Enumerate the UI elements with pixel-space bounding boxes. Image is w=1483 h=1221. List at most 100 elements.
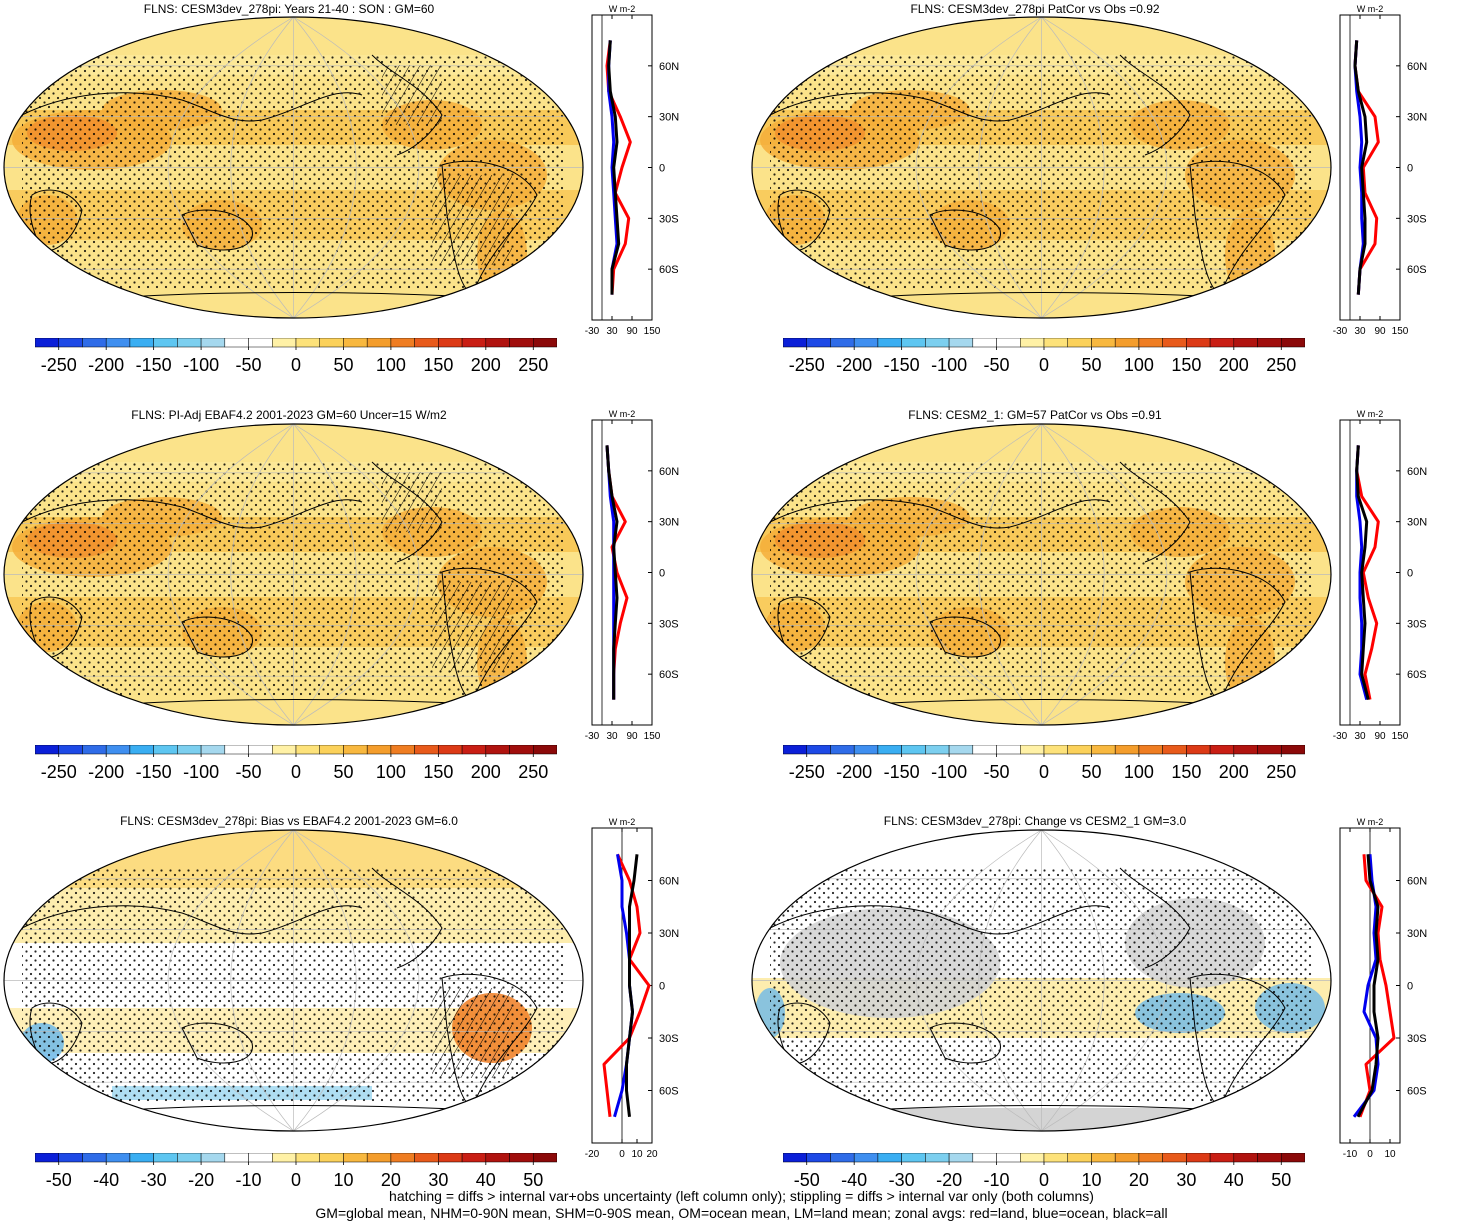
zonal-xtick-label: -30 (1333, 731, 1348, 742)
colorbar-swatch (105, 338, 131, 348)
colorbar-swatch (996, 1153, 1021, 1163)
colorbar-swatch (948, 338, 974, 348)
zonal-lat-label: 30S (659, 1033, 679, 1045)
colorbar-tick-label: 200 (1219, 355, 1249, 375)
colorbar-tick-label: 30 (1176, 1170, 1196, 1190)
colorbar-swatch (1114, 745, 1140, 755)
colorbar-tick-label: -200 (836, 762, 872, 782)
colorbar-swatch (806, 1153, 831, 1163)
colorbar-tick-label: 100 (1124, 355, 1154, 375)
colorbar-swatch (1209, 745, 1235, 755)
colorbar-swatch (390, 338, 415, 348)
zonal-mean-plot: -30 30 90 150 60N 30N 0 30S 60S W m-2 (585, 4, 679, 337)
colorbar-swatch (1281, 1153, 1305, 1163)
colorbar-swatch (948, 745, 974, 755)
colorbar: -50 -40 -30 -20 -10 0 10 20 30 40 50 (783, 1153, 1305, 1190)
colorbar-swatch (1162, 1153, 1187, 1163)
zonal-series-all (1355, 445, 1370, 700)
zonal-lat-label: 30N (659, 112, 679, 124)
colorbar-swatch (901, 1153, 926, 1163)
zonal-xtick-label: -30 (1333, 326, 1348, 337)
colorbar-tick-label: -100 (931, 762, 967, 782)
colorbar-swatch (224, 745, 249, 755)
colorbar-tick-label: 0 (1039, 762, 1049, 782)
colorbar-swatch (177, 1153, 202, 1163)
colorbar-swatch (224, 1153, 249, 1163)
colorbar: -250 -200 -150 -100 -50 0 50 100 150 200 250 (783, 338, 1305, 375)
map-outline (3, 829, 584, 1132)
colorbar-swatch (509, 338, 534, 348)
colorbar-tick-label: -150 (884, 762, 920, 782)
colorbar-swatch (1257, 745, 1282, 755)
colorbar: -50 -40 -30 -20 -10 0 10 20 30 40 50 (35, 1153, 557, 1190)
colorbar-swatch (509, 1153, 534, 1163)
colorbar-swatch (1091, 338, 1116, 348)
colorbar-swatch (996, 338, 1021, 348)
map-outline (751, 829, 1332, 1132)
colorbar-tick-label: -200 (88, 762, 124, 782)
zonal-lat-label: 30N (1407, 517, 1427, 529)
colorbar-swatch (1257, 1153, 1282, 1163)
colorbar-swatch (853, 1153, 879, 1163)
colorbar-swatch (129, 338, 154, 348)
zonal-xtick-label: 90 (1374, 326, 1386, 337)
colorbar-swatch (82, 1153, 107, 1163)
colorbar-swatch (783, 745, 807, 755)
panel-title: FLNS: CESM3dev_278pi: Change vs CESM2_1 … (883, 814, 1187, 828)
colorbar-swatch (35, 745, 59, 755)
colorbar-swatch (1209, 1153, 1235, 1163)
colorbar-swatch (1186, 745, 1211, 755)
zonal-unit-label: W m-2 (609, 409, 636, 419)
colorbar-swatch (948, 1153, 974, 1163)
zonal-series-all (625, 854, 639, 1117)
colorbar-swatch (783, 1153, 807, 1163)
footer-line-2: GM=global mean, NHM=0-90N mean, SHM=0-90… (315, 1205, 1168, 1221)
colorbar-swatch (200, 1153, 226, 1163)
zonal-lat-label: 60N (659, 876, 679, 888)
colorbar-swatch (129, 1153, 154, 1163)
colorbar-swatch (806, 338, 831, 348)
colorbar-tick-label: -20 (936, 1170, 962, 1190)
colorbar-tick-label: -50 (46, 1170, 72, 1190)
colorbar-swatch (82, 745, 107, 755)
colorbar-tick-label: -30 (141, 1170, 167, 1190)
colorbar-tick-label: 0 (291, 762, 301, 782)
colorbar-tick-label: 250 (1266, 762, 1296, 782)
zonal-mean-plot: -30 30 90 150 60N 30N 0 30S 60S W m-2 (1333, 409, 1427, 742)
colorbar-swatch (438, 338, 463, 348)
colorbar-swatch (1067, 1153, 1092, 1163)
colorbar-swatch (1020, 338, 1045, 348)
colorbar-tick-label: -10 (236, 1170, 262, 1190)
colorbar-tick-label: -10 (984, 1170, 1010, 1190)
zonal-xtick-label: 20 (646, 1149, 658, 1160)
colorbar-swatch (272, 338, 297, 348)
zonal-lat-label: 30S (1407, 618, 1427, 630)
colorbar: -250 -200 -150 -100 -50 0 50 100 150 200 250 (35, 745, 557, 782)
zonal-frame (591, 419, 653, 726)
zonal-mean-plot: -30 30 90 150 60N 30N 0 30S 60S W m-2 (585, 409, 679, 742)
zonal-lat-label: 30S (659, 618, 679, 630)
colorbar-swatch (343, 1153, 368, 1163)
colorbar-tick-label: -40 (841, 1170, 867, 1190)
colorbar-tick-label: 50 (333, 355, 353, 375)
map-panel (3, 829, 584, 1132)
colorbar-swatch (853, 338, 879, 348)
zonal-unit-label: W m-2 (1357, 409, 1384, 419)
colorbar-tick-label: -250 (789, 762, 825, 782)
colorbar-tick-label: 150 (1171, 355, 1201, 375)
colorbar-swatch (153, 338, 178, 348)
colorbar-tick-label: -50 (236, 355, 262, 375)
colorbar-tick-label: -50 (236, 762, 262, 782)
zonal-lat-label: 60S (1407, 1086, 1427, 1098)
map-outline (751, 423, 1332, 726)
colorbar-swatch (925, 745, 950, 755)
colorbar-tick-label: 20 (381, 1170, 401, 1190)
colorbar-tick-label: -200 (88, 355, 124, 375)
colorbar-swatch (319, 1153, 344, 1163)
zonal-xtick-label: 0 (1367, 1149, 1373, 1160)
zonal-lat-label: 60N (659, 466, 679, 478)
colorbar-swatch (901, 338, 926, 348)
colorbar-swatch (343, 338, 368, 348)
colorbar-swatch (438, 745, 463, 755)
colorbar-swatch (390, 745, 415, 755)
